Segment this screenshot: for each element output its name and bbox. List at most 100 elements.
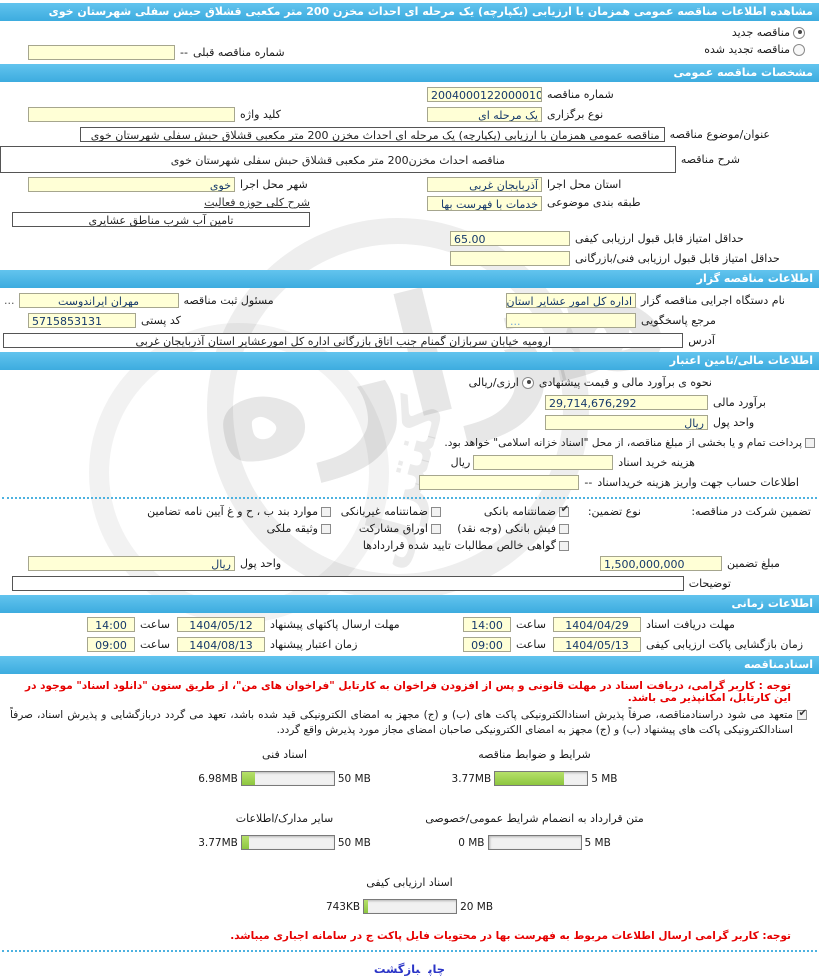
guarantee-type-label: نوع تضمین: (587, 505, 641, 518)
subject-field[interactable]: مناقصه عمومی همزمان با ارزیابی (یکپارچه)… (79, 127, 665, 142)
radio-estimate-method-icon[interactable] (521, 376, 534, 389)
guarantee-option-bank-checkbox[interactable] (559, 504, 569, 517)
doc-receipt-deadline-time[interactable]: 14:00 (463, 617, 511, 632)
doc-receipt-deadline-label: مهلت دریافت اسناد (646, 618, 735, 631)
envelope-send-deadline-date[interactable]: 1404/05/12 (177, 617, 265, 632)
fee-account-value: -- (584, 476, 593, 489)
doc-fee-label: هزینه خرید اسناد (618, 456, 695, 469)
min-tech-score-label: حداقل امتیاز قابل قبول ارزیابی فنی/بازرگ… (575, 252, 780, 265)
quality-open-time-label: زمان بازگشایی پاکت ارزیابی کیفی (646, 638, 804, 651)
guarantee-amount-field[interactable]: 1,500,000,000 (600, 556, 722, 571)
activity-scope-link[interactable]: شرح کلی حوزه فعالیت (204, 196, 310, 209)
guarantee-option-bank[interactable]: ضمانتنامه بانکی (441, 504, 569, 518)
offer-validity-time[interactable]: 09:00 (87, 637, 135, 652)
subject-label: عنوان/موضوع مناقصه (669, 128, 770, 141)
upload-technical-bar (240, 771, 335, 787)
upload-other-capacity: 50 MB (337, 836, 371, 849)
upload-quality-bar (363, 899, 458, 915)
estimate-field[interactable]: 29,714,676,292 (545, 395, 708, 410)
guarantee-option-claims-checkbox[interactable] (559, 540, 569, 551)
tender-number-field[interactable]: 2004000122000010 (427, 87, 542, 102)
radio-new-tender-icon[interactable] (793, 26, 805, 39)
currency-field[interactable]: ریال (545, 415, 708, 430)
description-field[interactable]: مناقصه احداث مخزن200 متر مکعبی قشلاق حبش… (0, 146, 676, 173)
page-title: مشاهده اطلاعات مناقصه عمومی همزمان با ار… (0, 3, 819, 21)
city-field[interactable]: خوی (28, 177, 235, 192)
province-field[interactable]: آذربایجان غربی (427, 177, 542, 192)
quality-open-time[interactable]: 09:00 (463, 637, 511, 652)
guarantee-option-bonds[interactable]: اوراق مشارکت (331, 522, 441, 535)
radio-renewed-tender-icon[interactable] (793, 43, 805, 56)
upload-quality-capacity: 20 MB (460, 900, 494, 913)
section-documents: اسنادمناقصه (0, 656, 819, 674)
print-button[interactable]: چاپ (428, 962, 446, 976)
doc-fee-field[interactable] (473, 455, 614, 470)
keyword-field[interactable] (28, 107, 235, 122)
contact-field[interactable]: ... (506, 313, 636, 328)
fee-account-field[interactable] (419, 475, 580, 490)
treasury-checkbox[interactable] (805, 437, 815, 448)
postal-code-label: کد پستی (141, 314, 181, 327)
tender-type-label: نوع برگزاری (547, 108, 604, 121)
documents-note: توجه : کاربر گرامی، دریافت اسناد در مهلت… (25, 680, 791, 704)
category-label: طبقه بندی موضوعی (547, 196, 641, 209)
upload-terms: شرایط و ضوابط مناقصه 3.77MB 5 MB (425, 748, 645, 787)
upload-other-size: 3.77MB (198, 836, 238, 849)
estimate-method-label: نحوه ی برآورد مالی و قیمت پیشنهادی (538, 376, 712, 389)
guarantee-notes-field[interactable] (11, 576, 684, 591)
commitment-row: متعهد می شود دراسنادمناقصه، صرفاً پذیرش … (0, 706, 819, 740)
section-organizer: اطلاعات مناقصه گزار (0, 270, 819, 288)
upload-quality: اسناد ارزیابی کیفی 743KB 20 MB (175, 876, 645, 915)
guarantee-option-bylaw-label: موارد بند ب ، ح و غ آیین نامه تضامین (147, 505, 318, 518)
radio-renewed-tender[interactable]: مناقصه تجدید شده (699, 41, 805, 58)
guarantee-option-bonds-checkbox[interactable] (431, 523, 441, 534)
upload-technical-size: 6.98MB (198, 772, 238, 785)
registrar-more: ... (4, 294, 15, 307)
upload-other-label: سایر مدارک/اطلاعات (235, 812, 334, 826)
address-label: آدرس (688, 334, 715, 347)
commitment-checkbox[interactable] (797, 707, 807, 722)
registrar-field[interactable]: مهران ایراندوست (18, 293, 179, 308)
category-field[interactable]: خدمات با فهرست بها (427, 196, 542, 211)
guarantee-option-cash-checkbox[interactable] (559, 523, 569, 534)
hour-label: ساعت (516, 618, 546, 631)
guarantee-option-claims[interactable]: گواهی خالص مطالبات تایید شده قراردادها (0, 539, 569, 552)
guarantee-option-cash[interactable]: فیش بانکی (وجه نقد) (441, 522, 569, 535)
province-label: استان محل اجرا (547, 178, 622, 191)
agency-field[interactable]: اداره کل امور عشایر استان (506, 293, 636, 308)
contact-label: مرجع پاسخگویی (641, 314, 716, 327)
guarantee-option-bylaw-checkbox[interactable] (321, 506, 331, 517)
guarantee-label: تضمین شرکت در مناقصه: (691, 505, 811, 518)
prev-tender-number-field[interactable] (28, 45, 175, 60)
postal-code-field[interactable]: 5715853131 (28, 313, 136, 328)
back-button[interactable]: بازگشت (373, 962, 421, 976)
address-field[interactable]: ارومیه خیابان سربازان گمنام جنب اتاق باز… (3, 333, 684, 348)
quality-open-date[interactable]: 1404/05/13 (553, 637, 641, 652)
guarantee-option-nonbank-checkbox[interactable] (431, 506, 441, 517)
separator (2, 950, 817, 953)
description-label: شرح مناقصه (680, 153, 740, 166)
hour-label: ساعت (140, 638, 170, 651)
guarantee-option-property-checkbox[interactable] (321, 523, 331, 534)
envelope-send-deadline-time[interactable]: 14:00 (87, 617, 135, 632)
guarantee-currency-field[interactable]: ریال (28, 556, 235, 571)
upload-contract-bar (487, 835, 582, 851)
section-general-specs: مشخصات مناقصه عمومی (0, 64, 819, 82)
tender-number-label: شماره مناقصه (547, 88, 614, 101)
min-quality-score-field[interactable]: 65.00 (450, 231, 570, 246)
guarantee-currency-label: واحد پول (240, 557, 282, 570)
guarantee-option-nonbank[interactable]: ضمانتنامه غیربانکی (331, 505, 441, 518)
hour-label: ساعت (140, 618, 170, 631)
tender-type-field[interactable]: یک مرحله ای (427, 107, 542, 122)
radio-estimate-method-label: ارزی/ریالی (468, 376, 519, 389)
keyword-label: کلید واژه (240, 108, 281, 121)
activity-scope-field[interactable]: تامین آب شرب مناطق عشایری (12, 212, 310, 227)
upload-contract-label: متن قرارداد به انضمام شرایط عمومی/خصوصی (425, 812, 644, 826)
upload-quality-label: اسناد ارزیابی کیفی (366, 876, 453, 890)
doc-receipt-deadline-date[interactable]: 1404/04/29 (553, 617, 641, 632)
radio-new-tender[interactable]: مناقصه جدید (699, 24, 805, 41)
guarantee-option-bylaw[interactable]: موارد بند ب ، ح و غ آیین نامه تضامین (0, 505, 331, 518)
guarantee-option-property[interactable]: وثیقه ملکی (0, 522, 331, 535)
min-tech-score-field[interactable] (450, 251, 570, 266)
offer-validity-date[interactable]: 1404/08/13 (177, 637, 265, 652)
